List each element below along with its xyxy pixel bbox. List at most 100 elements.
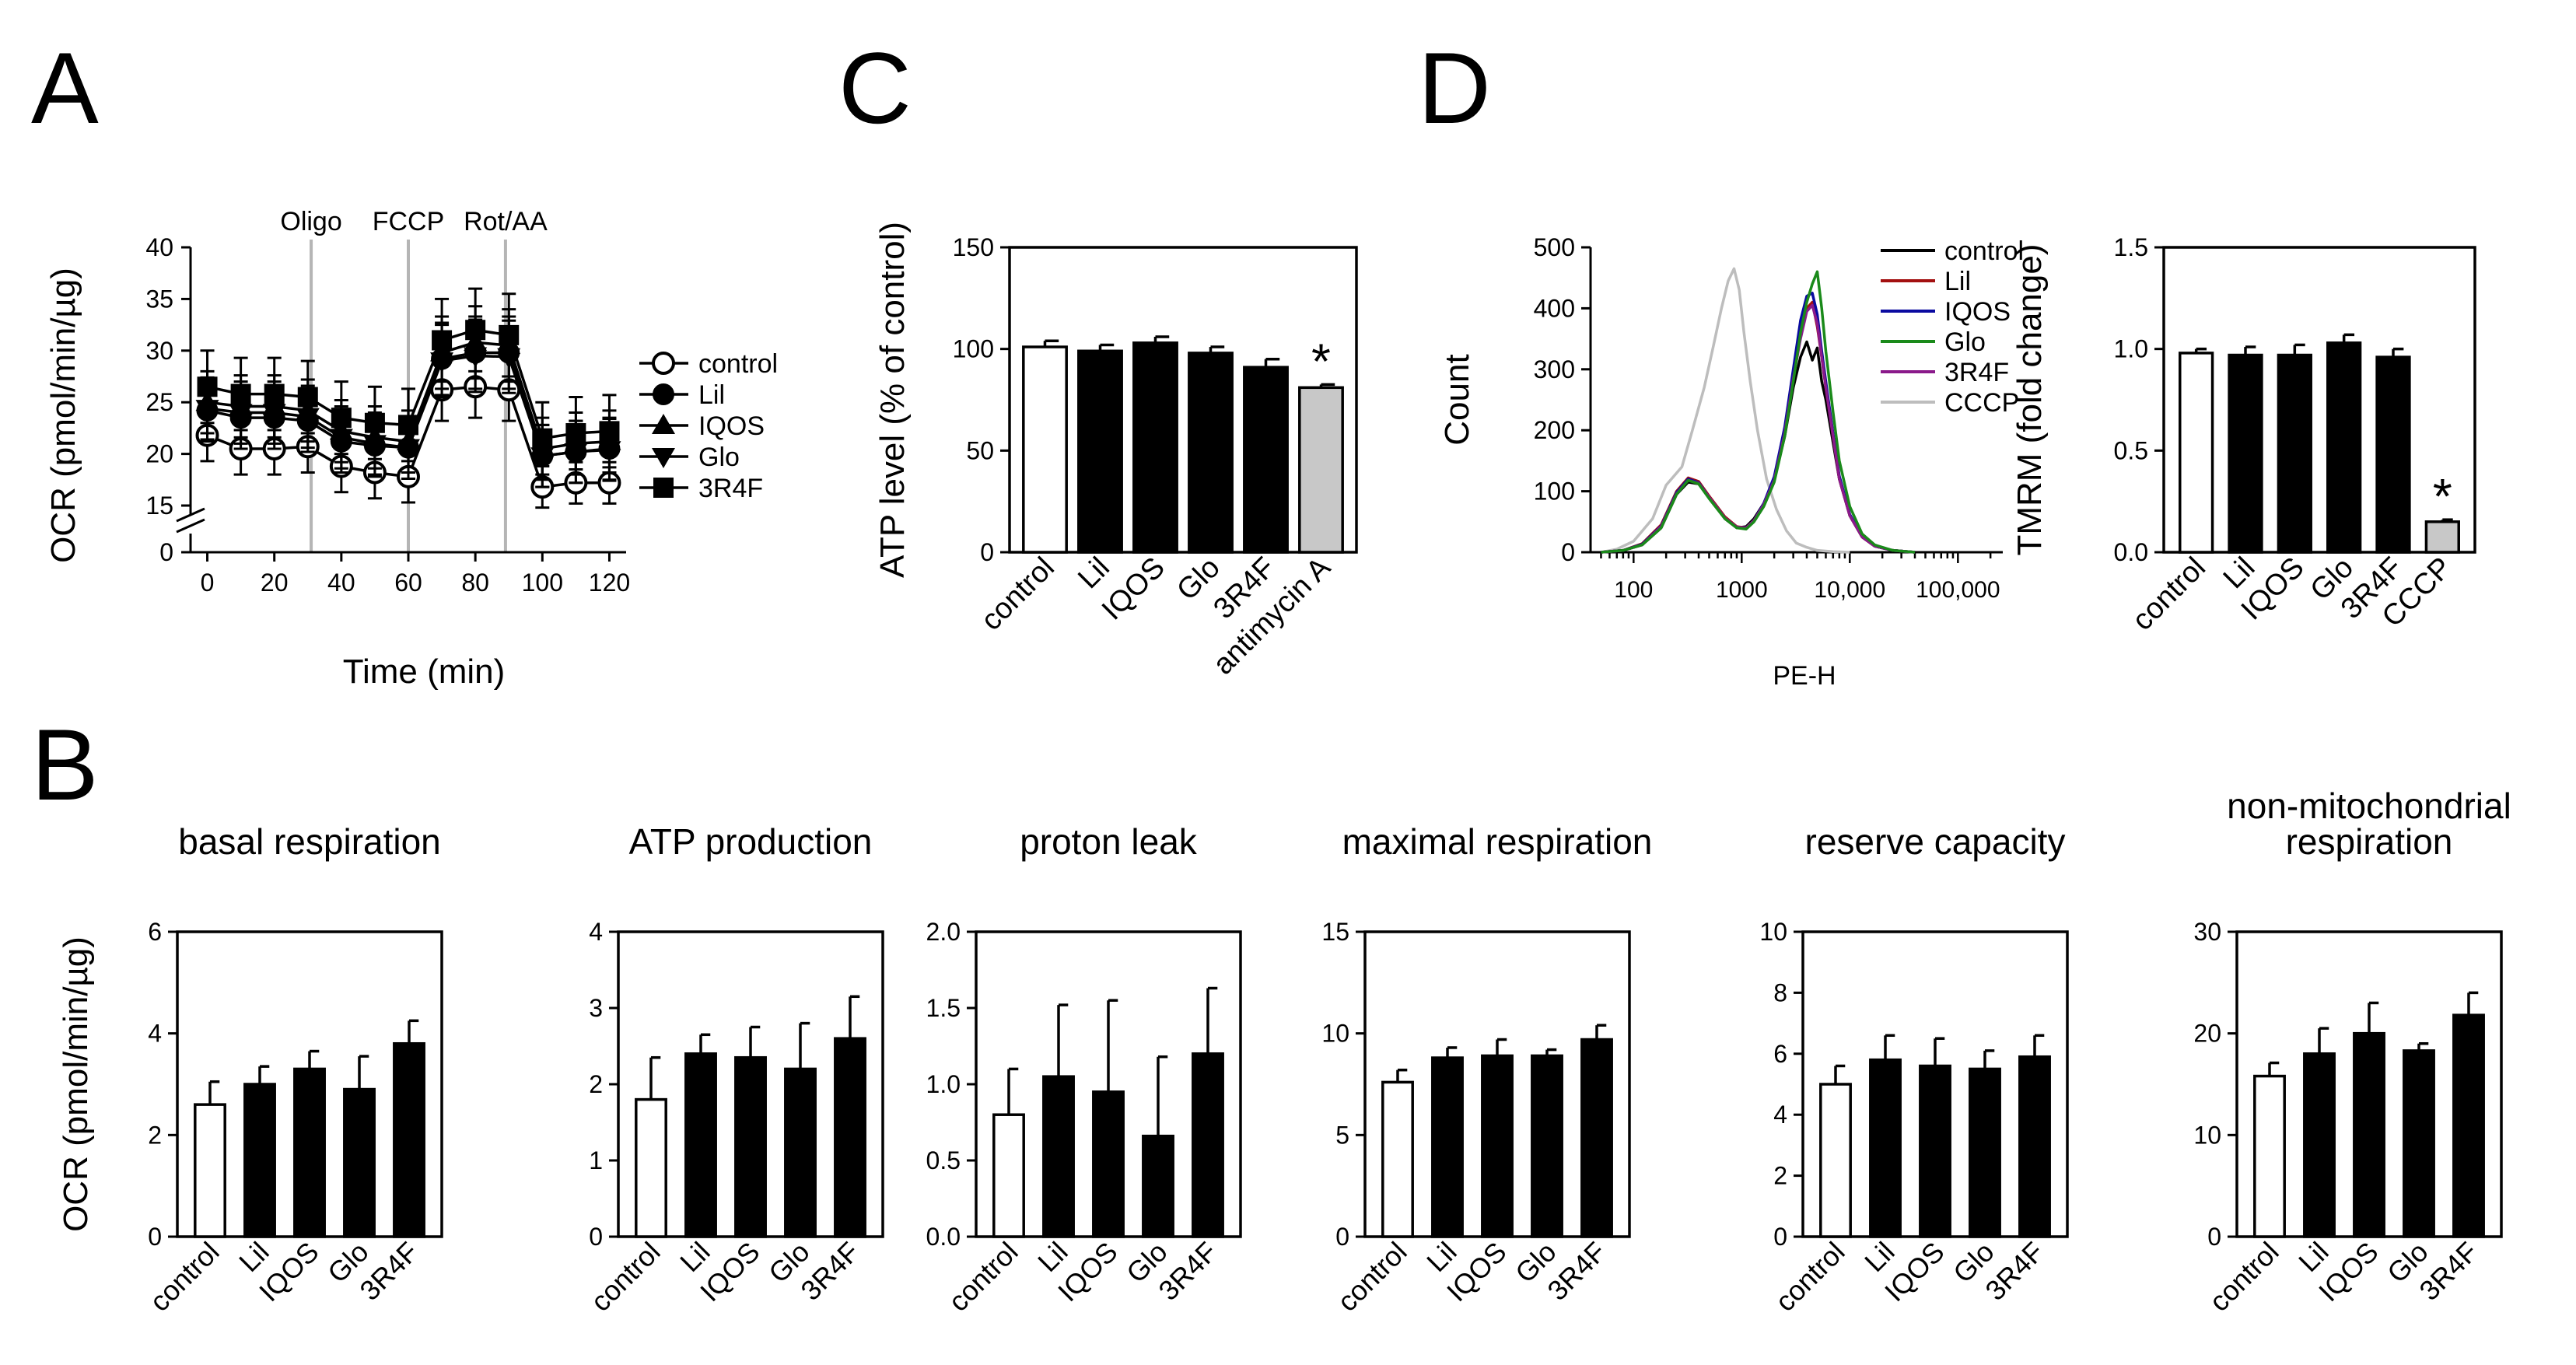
bar-lil <box>1079 351 1122 552</box>
y-tick-label: 1.0 <box>926 1070 961 1098</box>
panel-title: proton leak <box>1020 821 1198 862</box>
y-tick-label: 100 <box>1534 478 1575 506</box>
x-tick-label: IQOS <box>1878 1236 1951 1308</box>
y-tick-label: 200 <box>1534 416 1575 444</box>
legend-label: Glo <box>1944 327 1986 357</box>
bar-lil <box>245 1084 275 1237</box>
data-point <box>231 384 251 404</box>
y-tick-label: 10 <box>1759 918 1787 946</box>
legend-marker <box>653 478 674 498</box>
y-tick-label: 2 <box>148 1121 162 1149</box>
bar-lil <box>2229 355 2262 552</box>
x-axis-title: Time (min) <box>343 653 506 691</box>
data-point <box>398 415 418 435</box>
legend-label: control <box>698 349 778 379</box>
bar-antimycin-a <box>1300 387 1342 552</box>
y-tick-label: 35 <box>145 285 173 313</box>
bar-iqos <box>2354 1034 2384 1237</box>
figure: A C D B Oligo FCCP Rot/AA01520253035400 20 4… <box>0 0 2576 1365</box>
bar-iqos <box>1920 1066 1950 1237</box>
y-tick-label: 0 <box>1335 1223 1349 1251</box>
y-tick-label: 1.5 <box>926 994 961 1022</box>
histogram-cccp <box>1601 268 1850 552</box>
bar-control <box>195 1104 225 1237</box>
panel-title: reserve capacity <box>1805 821 2066 862</box>
bar-control <box>636 1100 666 1237</box>
bar-lil <box>2305 1054 2334 1237</box>
y-axis-title: TMRM (fold change) <box>2011 243 2049 555</box>
x-tick-label: IQOS <box>2312 1236 2385 1308</box>
bar-iqos <box>736 1058 765 1237</box>
y-tick-label: 0.5 <box>926 1146 961 1174</box>
y-tick-label: 50 <box>966 436 994 464</box>
chart-b-atp-production: 01234control LilIQOSGlo3R4FATP production <box>584 821 883 1318</box>
x-tick-label: IQOS <box>1052 1236 1124 1308</box>
bar-lil <box>1433 1058 1462 1237</box>
y-tick-label: 30 <box>145 337 173 365</box>
legend-marker <box>652 414 675 434</box>
y-tick-label: 2 <box>589 1070 603 1098</box>
chart-b-proton-leak: 0.00.51.01.52.0control LilIQOSGlo3R4Fprot… <box>926 821 1241 1318</box>
bar-control <box>994 1115 1024 1237</box>
x-tick-label: 40 <box>327 569 355 597</box>
bar-3r4f <box>2020 1057 2049 1237</box>
x-tick-label: 120 <box>589 569 630 597</box>
bar-glo <box>345 1090 374 1237</box>
y-tick-label: 0 <box>1561 538 1575 566</box>
panel-title: basal respiration <box>178 821 441 862</box>
y-tick-label: 10 <box>2193 1121 2221 1149</box>
y-tick-label: 3 <box>589 994 603 1022</box>
y-axis-title: OCR (pmol/min/µg) <box>44 268 82 563</box>
y-tick-label: 0 <box>148 1223 162 1251</box>
x-tick-label: IQOS <box>253 1236 325 1308</box>
panel-title: ATP production <box>629 821 873 862</box>
x-tick-label: 1000 <box>1716 577 1768 603</box>
x-tick-label: IQOS <box>1096 551 1171 627</box>
y-tick-label: 0 <box>589 1223 603 1251</box>
legend-marker <box>652 448 675 468</box>
panel-title: non-mitochondrial <box>2227 786 2511 826</box>
y-tick-label: 100 <box>953 335 994 363</box>
y-tick-label: 8 <box>1773 978 1787 1006</box>
legend-label: 3R4F <box>698 474 763 503</box>
x-tick-label: 3R4F <box>1979 1236 2049 1307</box>
y-tick-label: 0.5 <box>2114 436 2148 464</box>
axis-break-mark <box>177 520 205 532</box>
y-tick-label: 10 <box>1321 1020 1349 1048</box>
bar-iqos <box>2278 355 2311 552</box>
legend-label: Lil <box>698 380 725 410</box>
bar-lil <box>686 1054 716 1237</box>
y-axis-title: Count <box>1438 354 1476 445</box>
y-tick-label: 1.5 <box>2114 233 2148 261</box>
bar-control <box>2180 353 2213 552</box>
bar-lil <box>1871 1060 1900 1237</box>
bar-3r4f <box>835 1038 865 1237</box>
y-tick-label: 6 <box>148 918 162 946</box>
y-tick-label: 1 <box>589 1146 603 1174</box>
bar-3r4f <box>1582 1040 1612 1237</box>
y-tick-label: 4 <box>589 918 603 946</box>
bar-3r4f <box>2377 357 2410 552</box>
x-tick-label: IQOS <box>1440 1236 1513 1308</box>
legend-label: IQOS <box>1944 297 2011 327</box>
legend-label: 3R4F <box>1944 358 2009 387</box>
y-tick-label: 400 <box>1534 294 1575 322</box>
x-axis-title: PE-H <box>1773 661 1836 691</box>
y-tick-label: 20 <box>145 440 173 468</box>
legend-label: Lil <box>1944 267 1971 296</box>
y-tick-label: 0 <box>159 538 173 566</box>
data-point <box>565 423 586 443</box>
legend-label: CCCP <box>1944 388 2019 418</box>
bar-3r4f <box>2454 1015 2483 1237</box>
y-tick-label: 0 <box>2207 1223 2221 1251</box>
x-tick-label: 100 <box>522 569 563 597</box>
data-point <box>599 421 619 441</box>
bar-3r4f <box>1244 367 1287 552</box>
panel-letter-d: D <box>1418 31 1491 145</box>
